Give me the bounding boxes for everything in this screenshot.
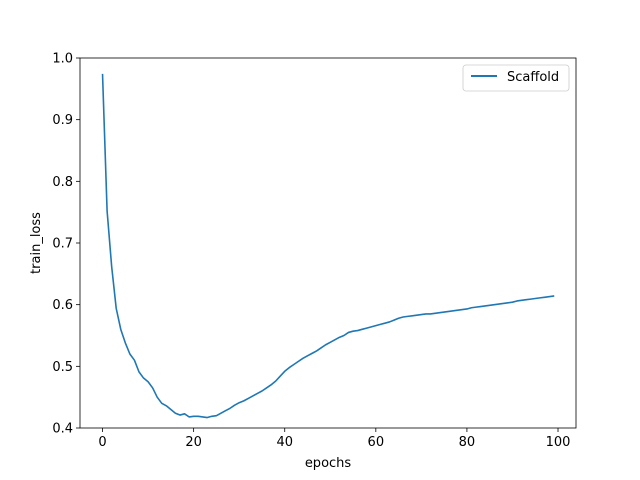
legend-label-scaffold: Scaffold bbox=[507, 70, 559, 85]
y-tick-label: 0.6 bbox=[52, 298, 73, 313]
y-tick-label: 0.8 bbox=[52, 175, 73, 190]
y-tick-label: 0.7 bbox=[52, 237, 73, 252]
x-tick-label: 0 bbox=[98, 435, 106, 450]
axes-frame bbox=[79, 57, 577, 429]
y-tick-label: 0.5 bbox=[52, 360, 73, 375]
x-tick-label: 100 bbox=[546, 435, 571, 450]
x-axis-label: epochs bbox=[305, 456, 352, 471]
y-tick-label: 1.0 bbox=[52, 52, 73, 67]
x-axis-ticks: 0 20 40 60 80 100 bbox=[98, 428, 570, 450]
y-axis-label: train_loss bbox=[29, 212, 44, 274]
x-tick-label: 80 bbox=[459, 435, 476, 450]
x-tick-label: 40 bbox=[276, 435, 293, 450]
plot-area bbox=[79, 57, 577, 429]
y-tick-label: 0.4 bbox=[52, 422, 73, 437]
legend: Scaffold bbox=[462, 64, 570, 92]
series-layer bbox=[101, 73, 555, 419]
y-tick-label: 0.9 bbox=[52, 113, 73, 128]
y-axis-ticks: 0.4 0.5 0.6 0.7 0.8 0.9 1.0 bbox=[52, 52, 80, 437]
x-tick-label: 60 bbox=[368, 435, 385, 450]
legend-box bbox=[462, 64, 570, 92]
series-line-scaffold bbox=[101, 73, 555, 419]
x-tick-label: 20 bbox=[185, 435, 202, 450]
